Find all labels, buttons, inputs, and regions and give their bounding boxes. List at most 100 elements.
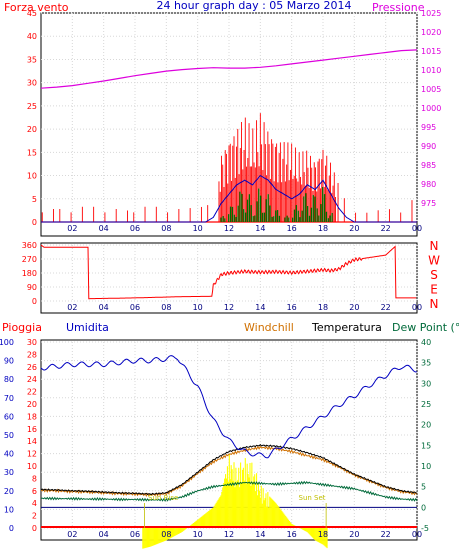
panel1-x-tick: 22 (381, 224, 391, 233)
pressure-y-tick: 985 (421, 161, 436, 170)
temperature-legend: Temperatura (311, 321, 382, 334)
humidity-y-tick: 0 (9, 524, 14, 533)
pressure-y-tick: 1025 (421, 9, 441, 18)
pressure-y-tick: 1005 (421, 85, 441, 94)
panel3-x-tick: 22 (381, 530, 391, 539)
dewpoint-line (40, 480, 418, 502)
panel3-x-tick: 20 (349, 530, 359, 539)
wind-y-tick: 0 (32, 218, 37, 227)
panel3-x-tick: 10 (193, 530, 203, 539)
panel1-x-tick: 14 (255, 224, 265, 233)
wind-y-tick: 40 (27, 32, 37, 41)
panel2-x-tick: 22 (381, 303, 391, 312)
pressure-y-tick: 995 (421, 123, 436, 132)
pressure-y-tick: 1020 (421, 28, 441, 37)
temperature-line (40, 444, 418, 496)
rain-y-tick: 12 (27, 450, 37, 459)
temp-y-tick: 15 (421, 441, 431, 450)
rain-y-tick: 6 (32, 487, 37, 496)
wind-axis-title: Forza vento (4, 1, 69, 14)
compass-label: N (430, 297, 439, 311)
sunrise-label: Sun Rise (148, 494, 178, 502)
temp-y-tick: 0 (421, 503, 426, 512)
rain-y-tick: 2 (32, 512, 37, 521)
windchill-legend: Windchill (244, 321, 294, 334)
pressure-axis-title: Pressione (372, 1, 425, 14)
compass-label: S (430, 268, 438, 282)
direction-y-tick: 0 (32, 297, 37, 306)
humidity-y-tick: 30 (4, 468, 14, 477)
panel1-x-tick: 12 (224, 224, 234, 233)
temp-y-tick: 35 (421, 359, 431, 368)
wind-y-tick: 10 (27, 172, 37, 181)
panel1-x-tick: 16 (287, 224, 297, 233)
wind-y-tick: 45 (27, 9, 37, 18)
panel2-x-tick: 10 (193, 303, 203, 312)
humidity-y-tick: 50 (4, 431, 14, 440)
humidity-line (40, 355, 418, 459)
humidity-y-tick: 90 (4, 357, 14, 366)
temp-y-tick: 20 (421, 421, 431, 430)
pressure-y-tick: 1000 (421, 104, 441, 113)
compass-label: N (430, 239, 439, 253)
temp-y-tick: 30 (421, 379, 431, 388)
panel2-x-tick: 20 (349, 303, 359, 312)
panel2-x-tick: 12 (224, 303, 234, 312)
wind-y-tick: 25 (27, 102, 37, 111)
panel2-x-tick: 08 (161, 303, 171, 312)
pressure-y-tick: 975 (421, 199, 436, 208)
wind-avg-line (41, 174, 417, 223)
pressure-line (40, 49, 418, 89)
wind-y-tick: 35 (27, 55, 37, 64)
temp-y-tick: 5 (421, 483, 426, 492)
wind-y-tick: 5 (32, 195, 37, 204)
panel3-x-tick: 12 (224, 530, 234, 539)
rain-y-tick: 0 (32, 524, 37, 533)
panel1-x-tick: 02 (67, 224, 77, 233)
pressure-y-tick: 990 (421, 142, 436, 151)
panel3-x-tick: 14 (255, 530, 265, 539)
humidity-axis-title: Umidita (66, 321, 109, 334)
humidity-y-tick: 20 (4, 487, 14, 496)
panel1-x-tick: 06 (130, 224, 140, 233)
panel1-x-tick: 00 (412, 224, 422, 233)
compass-label: W (428, 254, 440, 268)
dewpoint-legend: Dew Point (°C (392, 321, 459, 334)
rain-axis-title: Pioggia (2, 321, 42, 334)
compass-label: E (430, 283, 438, 297)
rain-y-tick: 16 (27, 425, 37, 434)
temp-humidity-panel (40, 339, 418, 541)
chart-title: 24 hour graph day : 05 Marzo 2014 (156, 0, 351, 12)
panel3-x-tick: 06 (130, 530, 140, 539)
humidity-y-tick: 60 (4, 412, 14, 421)
windchill-line (40, 445, 418, 497)
rain-y-tick: 24 (27, 375, 37, 384)
rain-y-tick: 4 (32, 499, 37, 508)
direction-line (40, 244, 417, 300)
direction-y-tick: 180 (22, 269, 37, 278)
panel2-x-tick: 00 (412, 303, 422, 312)
panel1-x-tick: 08 (161, 224, 171, 233)
wind-y-tick: 15 (27, 148, 37, 157)
panel2-x-tick: 14 (255, 303, 265, 312)
panel2-x-tick: 02 (67, 303, 77, 312)
wind-y-tick: 30 (27, 79, 37, 88)
humidity-y-tick: 70 (4, 394, 14, 403)
panel2-x-tick: 16 (287, 303, 297, 312)
panel1-x-tick: 18 (318, 224, 328, 233)
panel3-x-tick: 08 (161, 530, 171, 539)
rain-y-tick: 14 (27, 437, 37, 446)
humidity-y-tick: 40 (4, 450, 14, 459)
humidity-y-tick: 80 (4, 375, 14, 384)
pressure-y-tick: 1010 (421, 66, 441, 75)
panel3-x-tick: 16 (287, 530, 297, 539)
pressure-y-tick: 980 (421, 180, 436, 189)
panel2-x-tick: 18 (318, 303, 328, 312)
rain-y-tick: 26 (27, 363, 37, 372)
rain-y-tick: 30 (27, 338, 37, 347)
rain-y-tick: 8 (32, 474, 37, 483)
rain-y-tick: 20 (27, 400, 37, 409)
humidity-y-tick: 10 (4, 505, 14, 514)
panel3-x-tick: 18 (318, 530, 328, 539)
